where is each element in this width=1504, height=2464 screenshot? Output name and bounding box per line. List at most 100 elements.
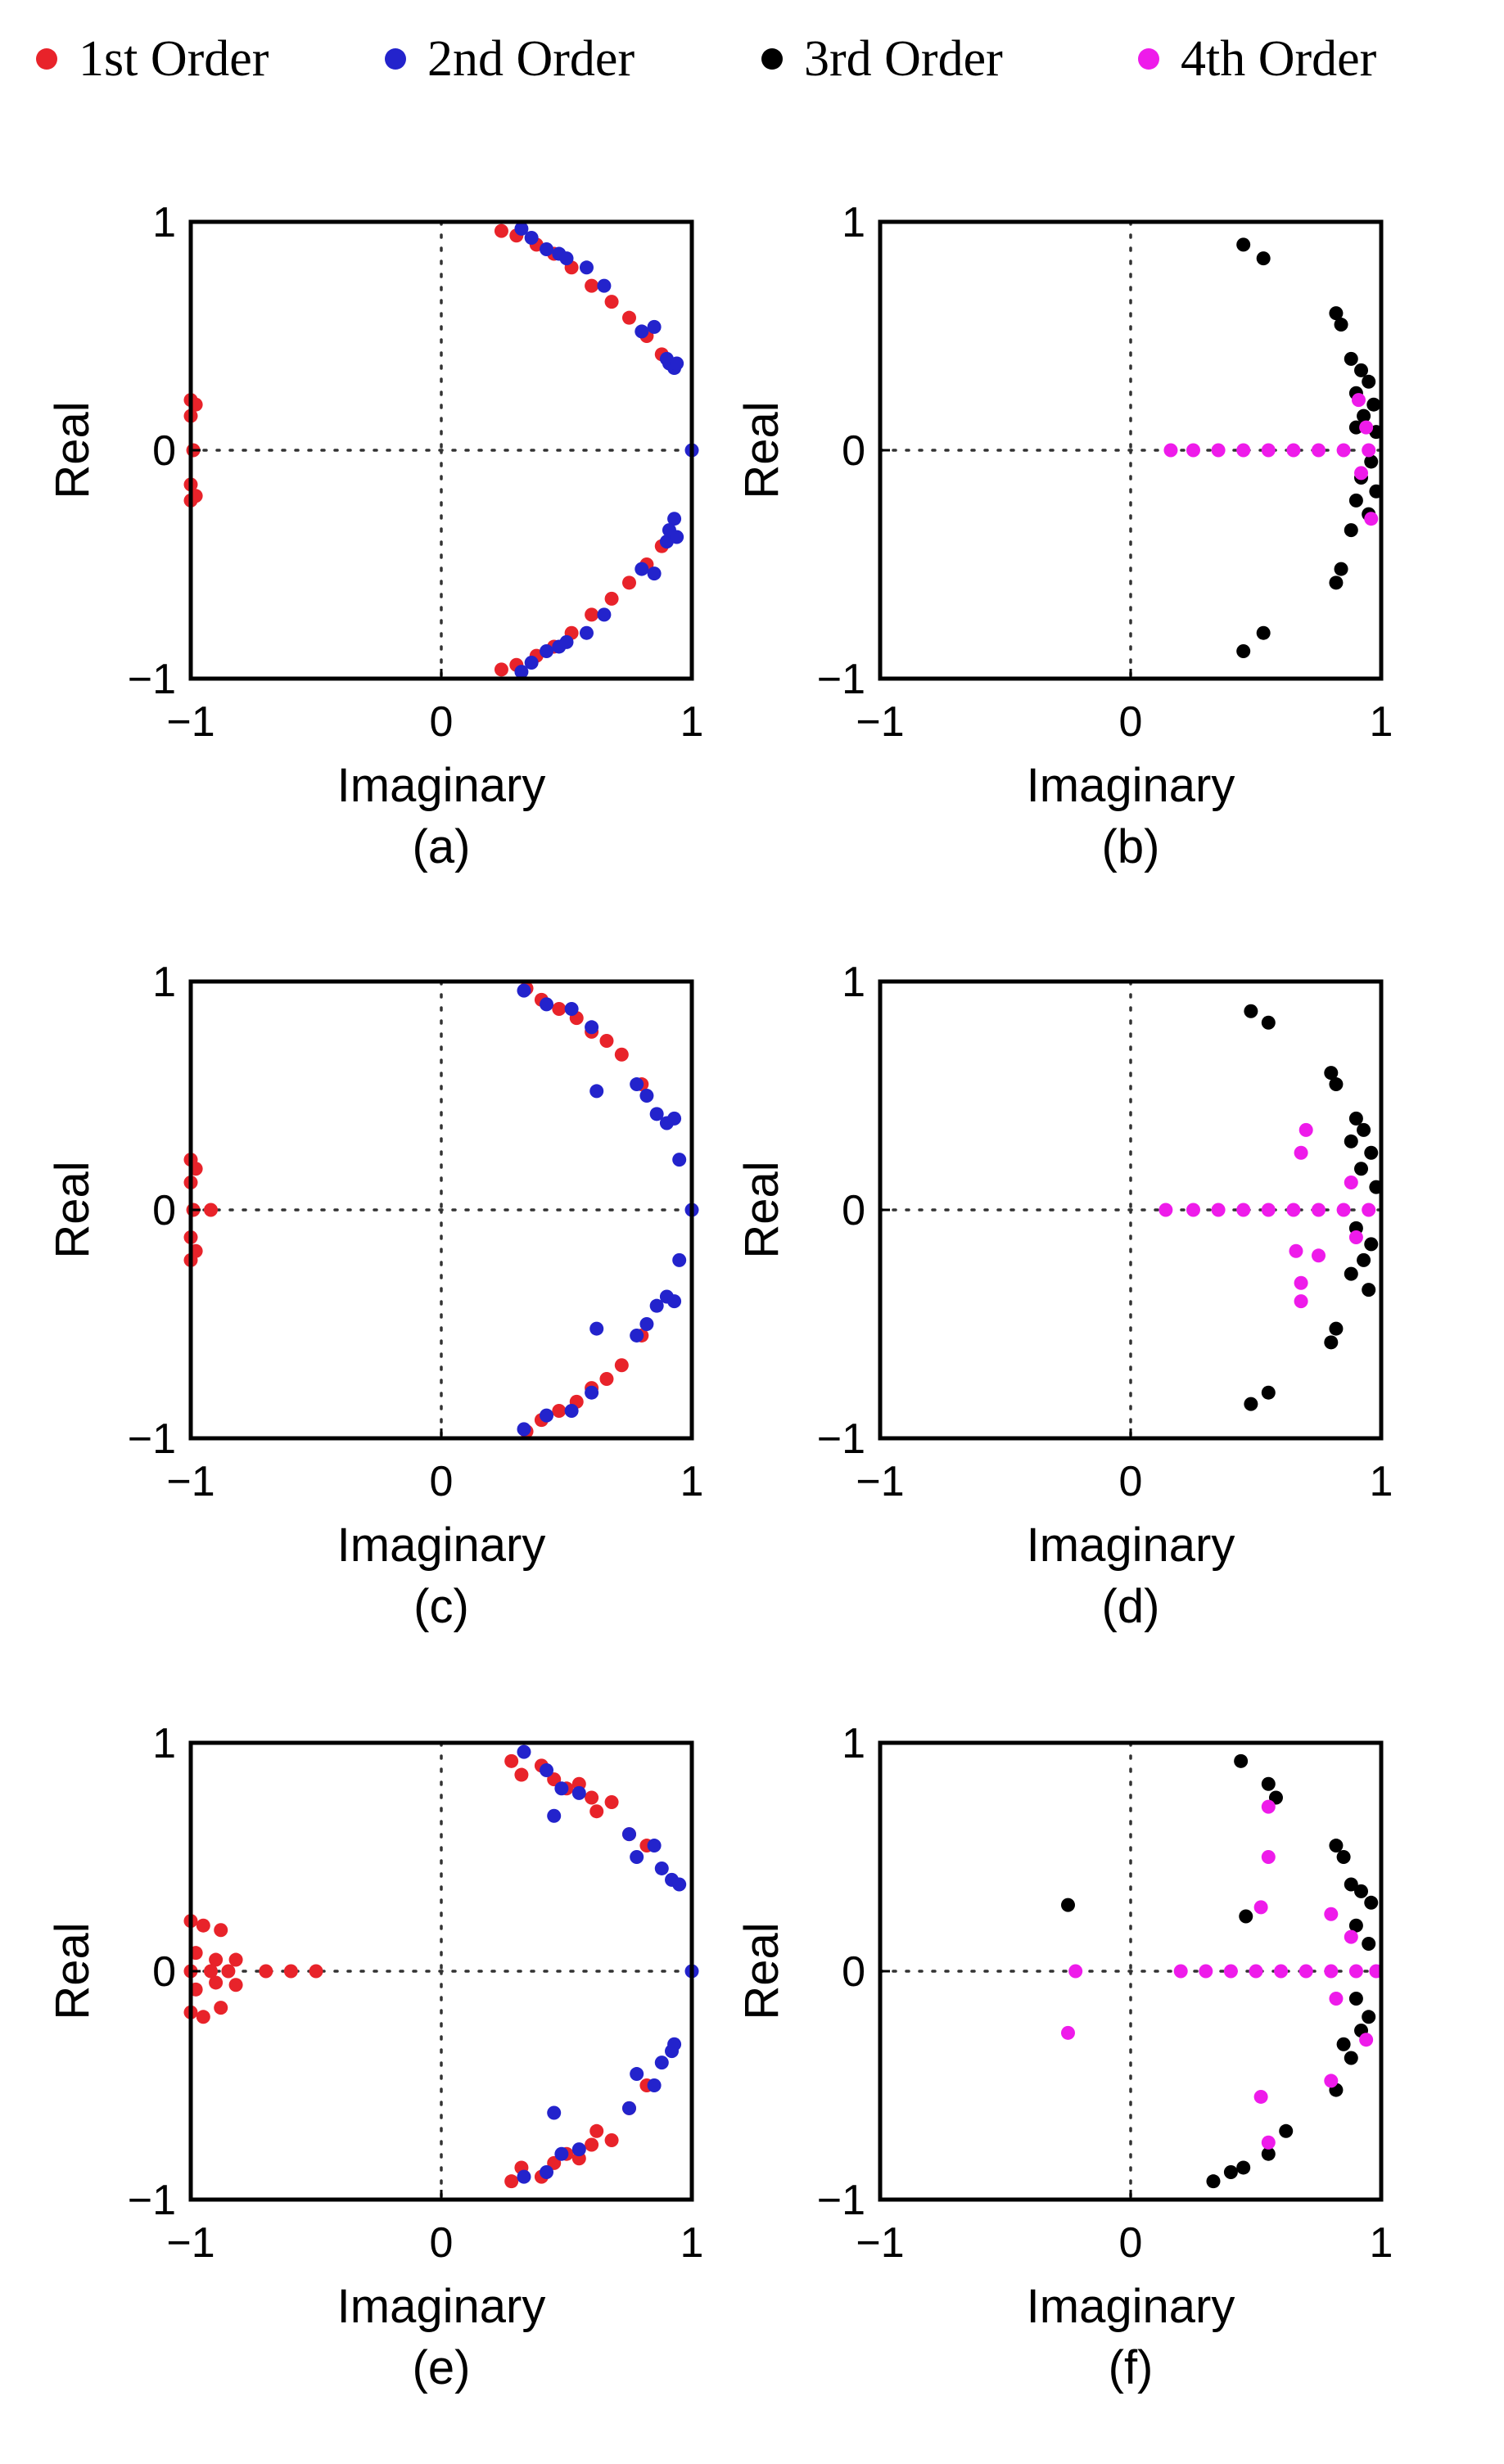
point-4th-order-f-3 [1199,1964,1213,1979]
x-tick-label-e-0: −1 [166,2219,215,2267]
point-4th-order-f-16 [1324,2074,1339,2088]
point-4th-order-d-9 [1298,1122,1313,1137]
point-3rd-order-b-2 [1329,306,1344,321]
point-2nd-order-c-21 [667,1294,682,1309]
x-tick-label-e-1: 0 [430,2219,454,2267]
point-4th-order-d-6 [1312,1203,1326,1217]
point-1st-order-e-11 [309,1964,323,1979]
point-1st-order-e-24 [585,1790,599,1805]
point-3rd-order-d-18 [1244,1397,1258,1411]
chart-e: −1 0 1 −1 0 1 Imaginary Real (e) [46,1720,703,2394]
point-4th-order-b-0 [1163,443,1178,458]
point-1st-order-e-4 [209,1952,224,1967]
y-axis-label-d: Real [735,1161,788,1258]
y-axis-label-c: Real [46,1161,99,1258]
point-1st-order-e-17 [214,2001,228,2015]
x-tick-label-f-0: −1 [856,2219,904,2267]
point-3rd-order-d-12 [1357,1252,1371,1267]
point-2nd-order-e-12 [517,2169,531,2184]
point-4th-order-f-9 [1348,1964,1363,1979]
point-4th-order-b-12 [1351,393,1366,408]
point-4th-order-d-12 [1294,1275,1308,1290]
point-3rd-order-b-4 [1344,351,1358,366]
point-4th-order-f-13 [1253,1900,1268,1915]
point-3rd-order-f-5 [1329,1839,1344,1853]
point-4th-order-d-7 [1336,1203,1351,1217]
point-4th-order-d-0 [1158,1203,1173,1217]
y-tick-label-e-0: −1 [128,2177,176,2224]
point-3rd-order-f-10 [1348,1918,1363,1933]
x-tick-label-b-0: −1 [856,698,904,746]
x-axis-label-f: Imaginary [1027,2280,1235,2333]
point-2nd-order-a-14 [514,665,529,679]
point-3rd-order-d-14 [1362,1283,1376,1297]
point-2nd-order-c-19 [649,1298,664,1313]
y-tick-label-c-1: 0 [152,1187,176,1234]
y-axis-label-e: Real [46,1922,99,2019]
point-1st-order-e-5 [228,1952,243,1967]
point-4th-order-b-2 [1211,443,1226,458]
y-tick-label-b-1: 0 [842,427,865,475]
y-tick-label-d-0: −1 [817,1415,865,1463]
point-3rd-order-f-19 [1261,2146,1276,2161]
chart-b: −1 0 1 −1 0 1 Imaginary Real (b) [735,199,1393,873]
point-2nd-order-e-22 [667,2037,682,2051]
point-2nd-order-c-9 [667,1111,682,1126]
point-3rd-order-b-9 [1357,408,1371,423]
point-3rd-order-b-6 [1362,374,1376,389]
point-2nd-order-c-22 [672,1252,687,1267]
point-4th-order-f-0 [1068,1964,1083,1979]
point-4th-order-f-6 [1274,1964,1289,1979]
point-2nd-order-a-15 [524,655,539,670]
figure-canvas: −1 0 1 −1 0 1 Imaginary Real (a) −1 0 1 −1 0 1 Imaginar… [46,199,1393,2394]
point-2nd-order-c-15 [585,1385,599,1400]
point-1st-order-e-7 [203,1964,218,1979]
point-2nd-order-c-4 [589,1084,604,1099]
point-1st-order-e-16 [196,2010,210,2024]
point-3rd-order-f-4 [1239,1909,1253,1924]
y-axis-label-b: Real [735,401,788,499]
point-2nd-order-e-18 [630,2067,644,2082]
chart-a: −1 0 1 −1 0 1 Imaginary Real (a) [46,199,703,873]
point-2nd-order-c-17 [630,1328,644,1343]
point-3rd-order-f-8 [1354,1884,1369,1898]
point-4th-order-f-7 [1298,1964,1313,1979]
point-3rd-order-f-15 [1336,2037,1351,2051]
point-3rd-order-d-2 [1324,1066,1339,1081]
caption-a: (a) [413,820,471,873]
x-tick-label-b-2: 1 [1370,698,1393,746]
point-1st-order-a-14 [622,310,636,325]
point-4th-order-f-18 [1261,2135,1276,2150]
point-2nd-order-c-16 [589,1321,604,1336]
point-2nd-order-e-3 [571,1785,586,1800]
point-3rd-order-b-21 [1236,644,1251,659]
point-2nd-order-a-19 [579,625,594,640]
point-4th-order-b-10 [1354,466,1369,481]
x-axis-label-e: Imaginary [337,2280,546,2333]
point-2nd-order-a-20 [597,607,612,622]
point-2nd-order-c-18 [639,1317,654,1331]
x-tick-label-c-1: 0 [430,1458,454,1505]
point-3rd-order-f-21 [1223,2165,1238,2180]
y-tick-label-d-1: 0 [842,1187,865,1234]
point-3rd-order-d-7 [1364,1145,1379,1160]
point-4th-order-f-8 [1324,1964,1339,1979]
point-1st-order-e-9 [259,1964,273,1979]
point-2nd-order-c-12 [517,1422,531,1437]
point-3rd-order-b-17 [1344,523,1358,538]
point-1st-order-c-14 [614,1047,629,1062]
point-1st-order-c-18 [552,1404,567,1419]
point-3rd-order-b-1 [1256,251,1271,266]
point-3rd-order-d-17 [1261,1385,1276,1400]
point-3rd-order-d-3 [1329,1077,1344,1092]
point-2nd-order-e-2 [554,1781,569,1796]
point-2nd-order-c-5 [630,1077,644,1092]
point-4th-order-d-3 [1236,1203,1251,1217]
point-1st-order-c-13 [599,1034,614,1049]
x-tick-label-a-1: 0 [430,698,454,746]
x-tick-label-f-1: 0 [1119,2219,1143,2267]
point-2nd-order-a-24 [667,512,682,526]
point-2nd-order-c-6 [639,1089,654,1103]
legend-item-3rd-order: 3rd Order [761,18,1003,100]
point-4th-order-b-8 [1362,443,1376,458]
